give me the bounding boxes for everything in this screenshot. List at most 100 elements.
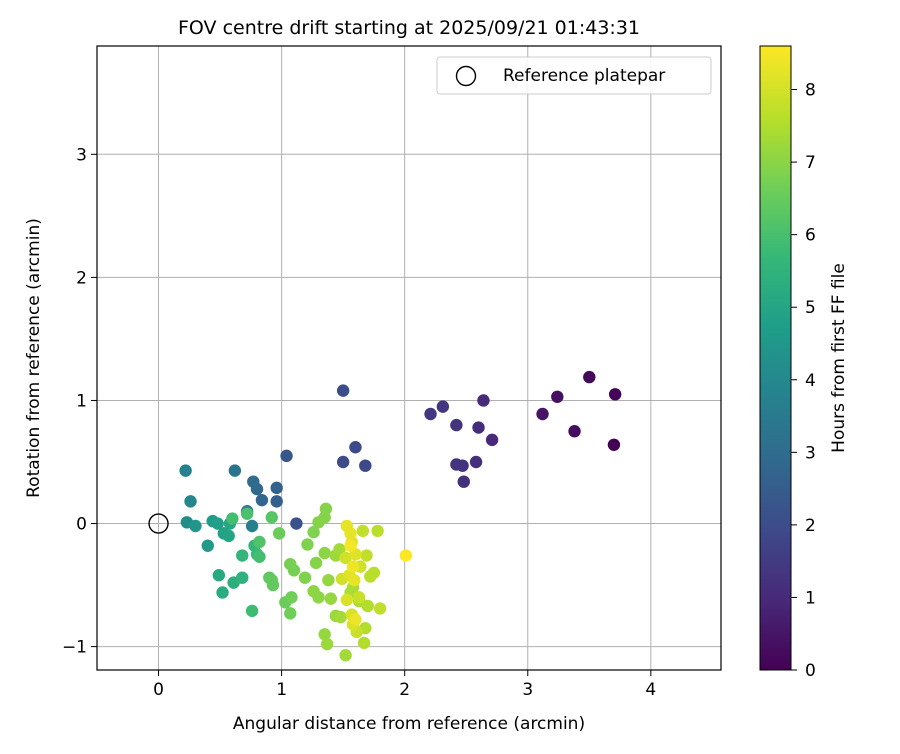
- data-point: [352, 591, 366, 604]
- data-point: [284, 607, 297, 620]
- colorbar: 0 1 2 3 4 5 6 7 8 Hours from first FF file: [759, 45, 849, 681]
- colorbar-label: Hours from first FF file: [829, 263, 849, 453]
- x-tick-label: 0: [153, 680, 164, 700]
- data-point: [320, 637, 334, 651]
- x-axis-label: Angular distance from reference (arcmin): [233, 714, 585, 734]
- data-point: [333, 543, 346, 556]
- data-point: [318, 511, 331, 524]
- legend: Reference platepar: [436, 56, 712, 95]
- data-point: [469, 455, 483, 469]
- data-point: [236, 549, 249, 562]
- data-point: [399, 549, 413, 562]
- data-point: [348, 573, 361, 587]
- data-point: [245, 519, 259, 533]
- x-tick-label: 4: [645, 680, 656, 700]
- colorbar-tick-label: 2: [805, 516, 816, 536]
- data-point: [287, 564, 301, 577]
- data-point: [216, 586, 229, 599]
- colorbar-tick-label: 8: [805, 81, 816, 101]
- data-point: [360, 549, 373, 562]
- colorbar-tick-label: 7: [805, 153, 816, 173]
- colorbar-gradient: [759, 45, 792, 671]
- colorbar-tick-label: 6: [805, 226, 816, 246]
- data-point: [301, 538, 314, 551]
- y-tick-label: 2: [76, 268, 87, 288]
- data-point: [450, 458, 463, 471]
- data-point: [349, 613, 362, 626]
- data-point: [336, 384, 350, 397]
- data-point: [359, 459, 372, 472]
- data-point: [357, 636, 371, 650]
- legend-entry-reference-platepar: Reference platepar: [503, 66, 665, 86]
- y-tick-label: 0: [76, 515, 87, 535]
- data-point: [270, 495, 283, 508]
- data-point: [298, 571, 312, 584]
- legend-box: [436, 56, 712, 95]
- data-point: [551, 390, 564, 403]
- colorbar-tick-label: 5: [805, 298, 816, 318]
- data-point: [472, 421, 485, 434]
- data-point: [265, 573, 278, 587]
- legend-marker-icon: [455, 65, 477, 87]
- data-point: [361, 599, 374, 613]
- data-point: [568, 425, 581, 438]
- x-tick-label: 3: [522, 680, 533, 700]
- data-point: [485, 433, 499, 447]
- data-point: [373, 602, 387, 615]
- data-point: [228, 464, 242, 477]
- data-point: [336, 455, 350, 469]
- y-axis-ticks: −1 0 1 2 3: [62, 145, 97, 658]
- data-point: [272, 527, 286, 540]
- colorbar-tick-label: 0: [805, 661, 816, 681]
- y-axis-label: Rotation from reference (arcmin): [24, 218, 44, 498]
- data-point: [340, 593, 354, 607]
- data-point: [212, 569, 226, 582]
- data-point: [457, 475, 470, 488]
- y-tick-label: −1: [62, 638, 87, 658]
- y-tick-label: 3: [76, 145, 87, 165]
- data-point: [318, 628, 331, 641]
- colorbar-tick-label: 3: [805, 443, 816, 463]
- data-point: [270, 481, 283, 495]
- chart-title: FOV centre drift starting at 2025/09/21 …: [178, 17, 640, 39]
- data-points: [179, 370, 622, 662]
- data-point: [247, 475, 260, 488]
- grid-lines: [97, 46, 721, 670]
- data-point: [424, 407, 437, 421]
- data-point: [607, 438, 621, 451]
- data-point: [253, 550, 266, 563]
- data-point: [583, 370, 596, 384]
- colorbar-ticks: 0 1 2 3 4 5 6 7 8: [791, 81, 816, 681]
- x-tick-label: 1: [276, 680, 287, 700]
- data-point: [189, 519, 202, 533]
- data-point: [285, 591, 298, 604]
- data-point: [356, 524, 370, 538]
- plot-frame: [96, 45, 722, 671]
- reference-platepar-marker: [148, 513, 169, 534]
- data-point: [184, 495, 197, 508]
- data-point: [322, 573, 335, 587]
- data-point: [339, 551, 352, 565]
- data-point: [318, 546, 331, 560]
- data-point: [307, 585, 320, 598]
- data-point: [334, 610, 347, 624]
- data-point: [253, 535, 266, 549]
- data-point: [436, 400, 450, 413]
- data-point: [280, 449, 293, 463]
- data-point: [307, 525, 320, 539]
- data-point: [201, 539, 214, 552]
- data-point: [339, 649, 352, 662]
- data-point: [371, 524, 384, 538]
- data-point: [536, 407, 549, 421]
- data-point: [450, 418, 463, 432]
- data-point: [340, 519, 354, 533]
- data-point: [346, 560, 360, 573]
- data-point: [477, 394, 490, 407]
- y-tick-label: 1: [76, 391, 87, 411]
- data-point: [255, 493, 269, 507]
- data-point: [236, 571, 249, 584]
- data-point: [222, 529, 235, 543]
- data-point: [240, 507, 254, 520]
- data-point: [211, 517, 224, 530]
